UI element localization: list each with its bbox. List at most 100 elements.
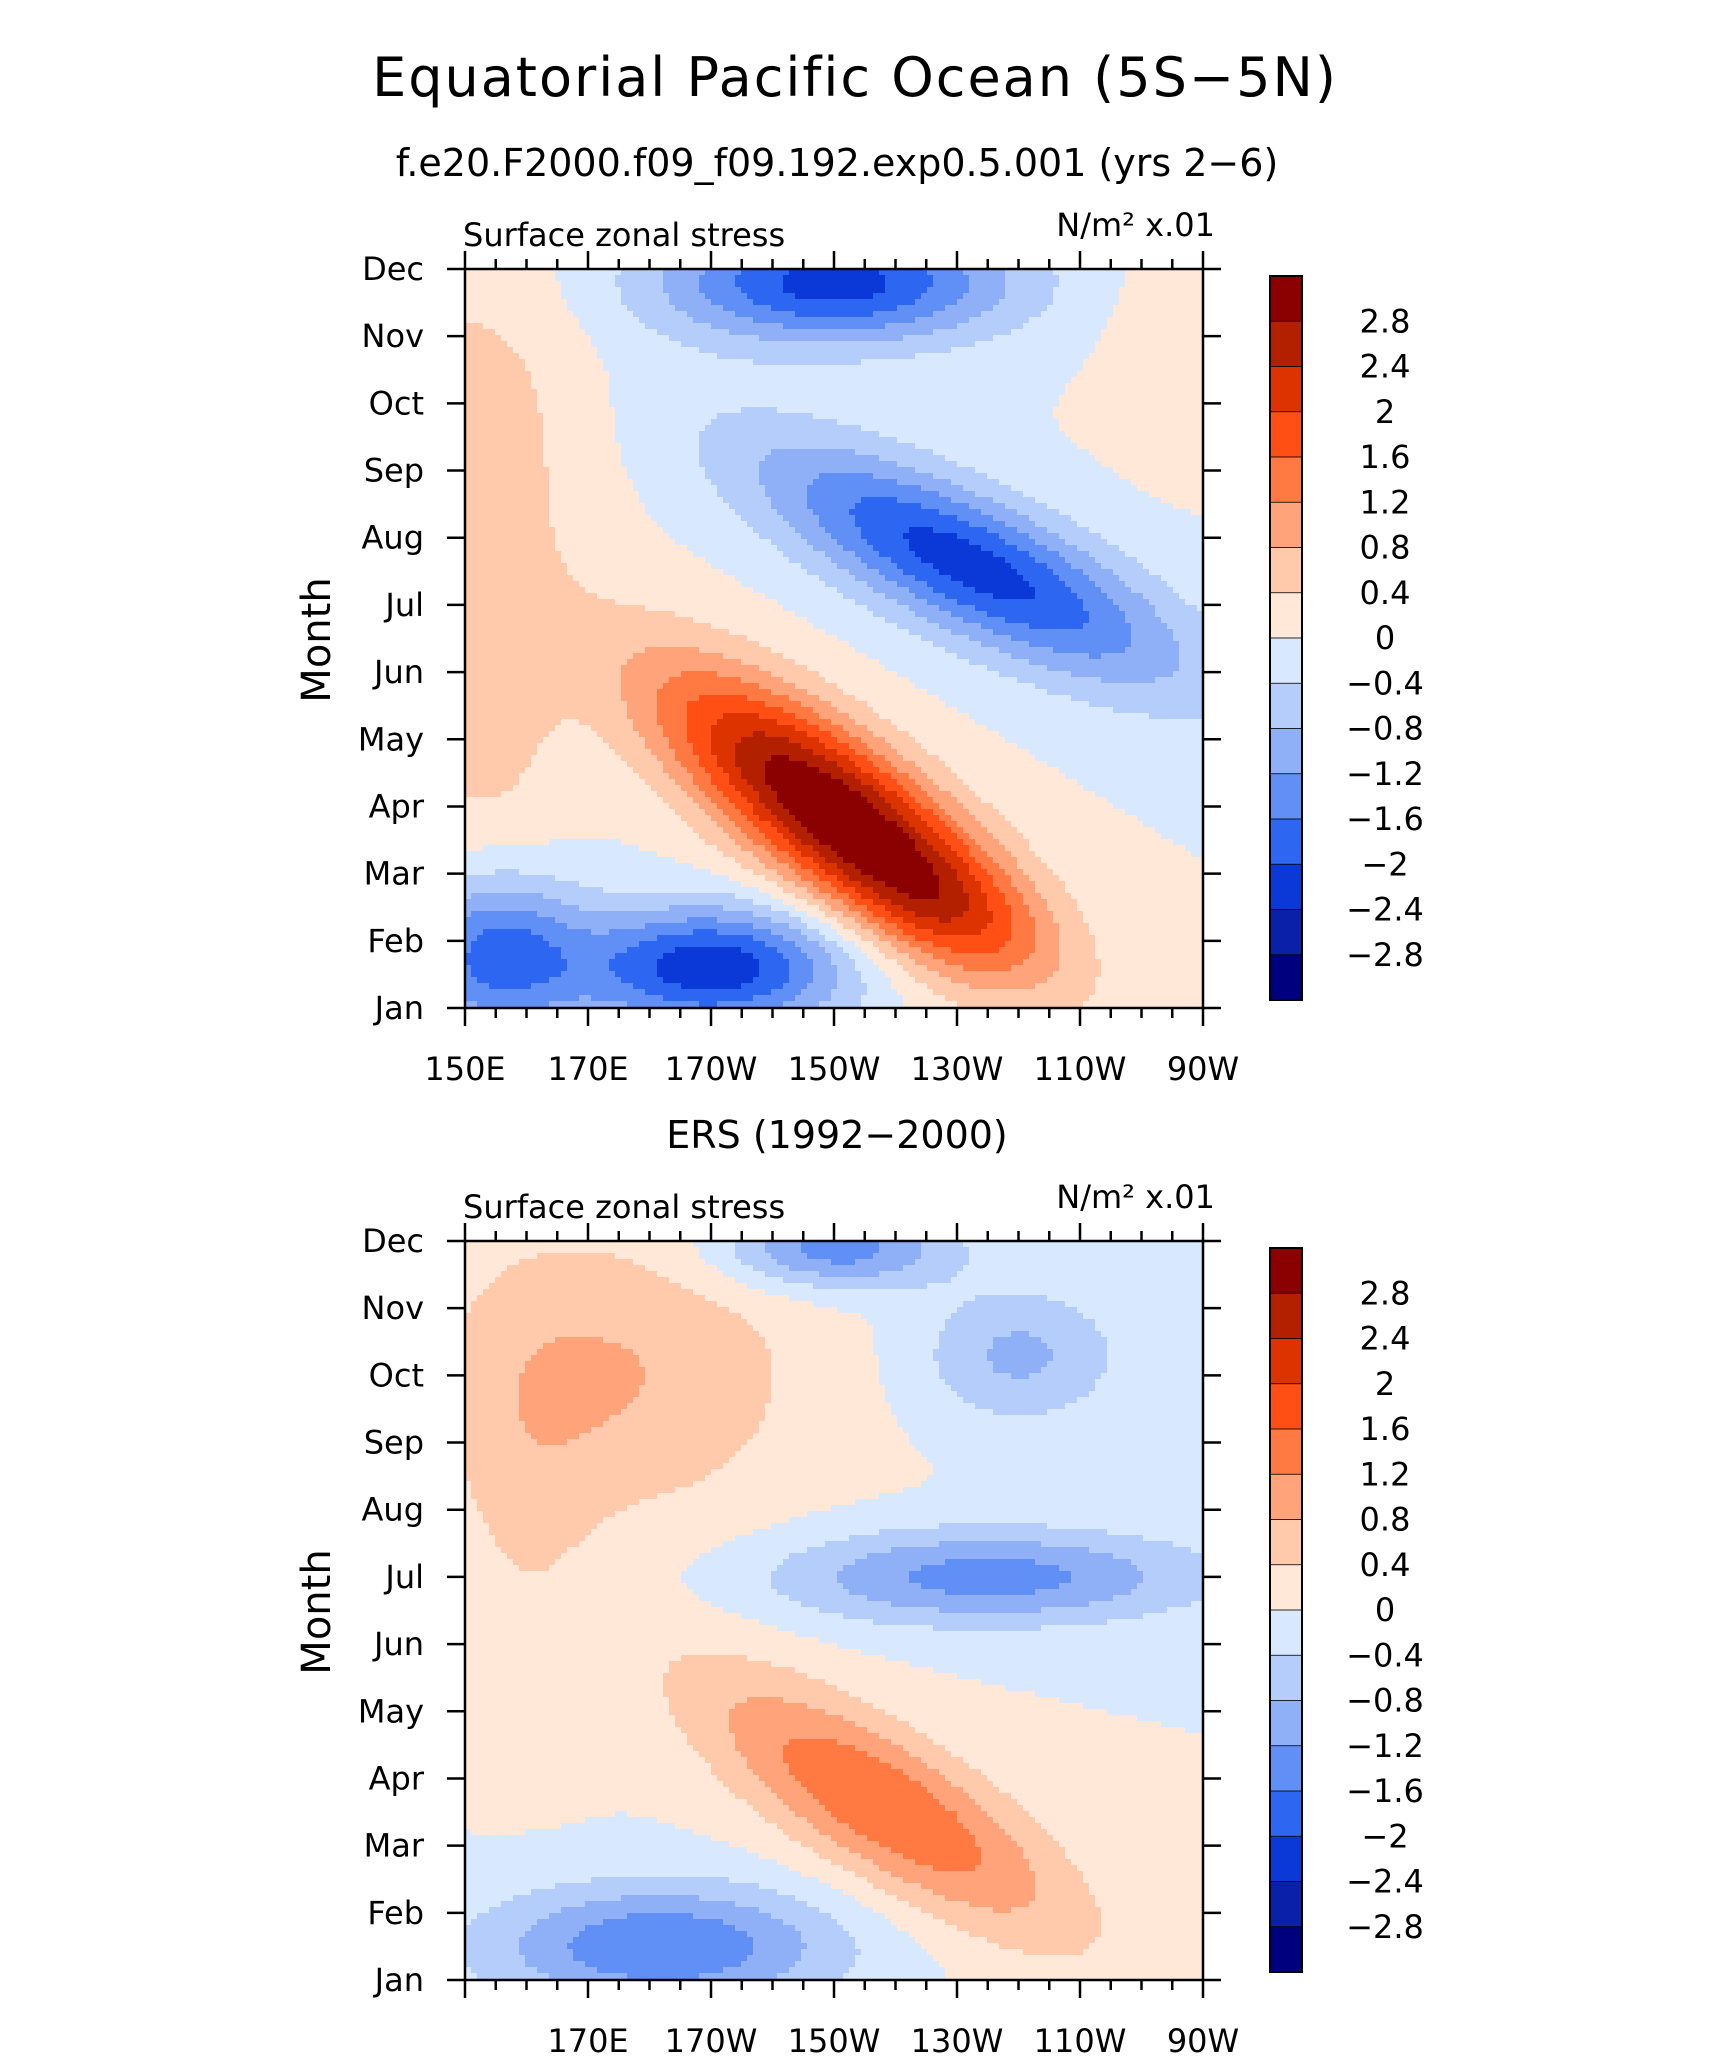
field-cell (561, 503, 568, 510)
field-cell (903, 503, 910, 510)
field-cell (783, 275, 790, 282)
field-cell (1125, 455, 1132, 462)
field-cell (741, 425, 748, 432)
field-cell (741, 287, 748, 294)
field-cell (945, 449, 952, 456)
field-cell (1167, 377, 1174, 384)
field-cell (1047, 497, 1054, 504)
field-cell (1161, 269, 1168, 276)
field-cell (987, 281, 994, 288)
field-cell (663, 401, 670, 408)
field-cell (711, 395, 718, 402)
field-cell (723, 281, 730, 288)
field-cell (633, 431, 640, 438)
field-cell (729, 359, 736, 366)
field-cell (705, 365, 712, 372)
field-cell (783, 419, 790, 426)
field-cell (1089, 413, 1096, 420)
field-cell (753, 425, 760, 432)
field-cell (777, 473, 784, 480)
field-cell (1047, 407, 1054, 414)
field-cell (939, 419, 946, 426)
field-cell (735, 323, 742, 330)
field-cell (651, 401, 658, 408)
field-cell (819, 449, 826, 456)
field-cell (507, 395, 514, 402)
field-cell (975, 275, 982, 282)
field-cell (1179, 329, 1186, 336)
field-cell (705, 275, 712, 282)
field-cell (867, 377, 874, 384)
field-cell (723, 275, 730, 282)
field-cell (657, 497, 664, 504)
field-cell (747, 449, 754, 456)
field-cell (1017, 329, 1024, 336)
field-cell (699, 449, 706, 456)
field-cell (585, 287, 592, 294)
field-cell (891, 323, 898, 330)
field-cell (1113, 473, 1120, 480)
field-cell (897, 281, 904, 288)
field-cell (1053, 407, 1060, 414)
field-cell (795, 491, 802, 498)
field-cell (495, 293, 502, 300)
field-cell (543, 431, 550, 438)
field-cell (1095, 329, 1102, 336)
field-cell (627, 341, 634, 348)
field-cell (909, 491, 916, 498)
field-cell (1173, 485, 1180, 492)
field-cell (1077, 395, 1084, 402)
field-cell (855, 461, 862, 468)
field-cell (501, 419, 508, 426)
field-cell (1107, 419, 1114, 426)
field-cell (747, 347, 754, 354)
field-cell (561, 419, 568, 426)
field-cell (915, 485, 922, 492)
field-cell (1101, 311, 1108, 318)
field-cell (579, 323, 586, 330)
field-cell (639, 281, 646, 288)
field-cell (861, 323, 868, 330)
field-cell (1155, 323, 1162, 330)
field-cell (987, 293, 994, 300)
field-cell (963, 323, 970, 330)
field-cell (1119, 419, 1126, 426)
field-cell (837, 299, 844, 306)
field-cell (891, 317, 898, 324)
field-cell (1041, 461, 1048, 468)
field-cell (975, 467, 982, 474)
field-cell (1065, 317, 1072, 324)
field-cell (879, 323, 886, 330)
field-cell (519, 293, 526, 300)
field-cell (681, 437, 688, 444)
field-cell (951, 287, 958, 294)
field-cell (945, 347, 952, 354)
field-cell (549, 413, 556, 420)
field-cell (993, 383, 1000, 390)
field-cell (501, 437, 508, 444)
field-cell (909, 383, 916, 390)
field-cell (927, 479, 934, 486)
field-cell (759, 485, 766, 492)
field-cell (543, 353, 550, 360)
field-cell (939, 275, 946, 282)
field-cell (549, 467, 556, 474)
field-cell (873, 419, 880, 426)
field-cell (1137, 341, 1144, 348)
field-cell (1131, 353, 1138, 360)
field-cell (957, 335, 964, 342)
field-cell (729, 449, 736, 456)
field-cell (825, 473, 832, 480)
field-cell (705, 461, 712, 468)
field-cell (531, 449, 538, 456)
field-cell (1059, 317, 1066, 324)
field-cell (945, 383, 952, 390)
field-cell (795, 419, 802, 426)
field-cell (771, 461, 778, 468)
field-cell (651, 365, 658, 372)
field-cell (1041, 293, 1048, 300)
field-cell (987, 269, 994, 276)
field-cell (675, 353, 682, 360)
field-cell (471, 293, 478, 300)
field-cell (465, 413, 472, 420)
